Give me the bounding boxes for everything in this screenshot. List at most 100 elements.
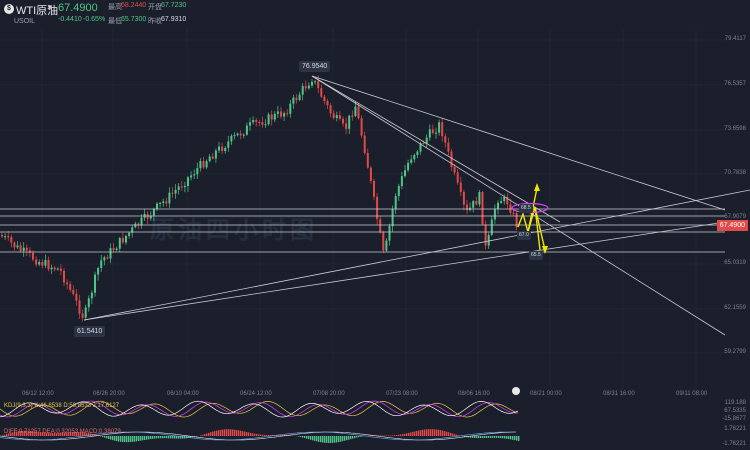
candle-body <box>326 101 329 106</box>
macd-bar <box>70 432 72 436</box>
candle-body <box>193 174 196 176</box>
macd-bar <box>248 432 250 436</box>
macd-bar <box>506 436 508 439</box>
candle-body <box>425 137 428 144</box>
macd-bar <box>230 429 232 436</box>
candle-body <box>202 161 205 168</box>
candle-body <box>125 235 127 243</box>
candle-body <box>348 115 351 129</box>
macd-bar <box>448 432 450 436</box>
macd-bar <box>288 435 290 436</box>
macd-bar <box>390 435 392 436</box>
macd-bar <box>324 436 326 443</box>
candle-body <box>475 201 478 205</box>
macd-bar <box>440 430 442 436</box>
macd-bar <box>250 432 252 436</box>
osc-axis-label: 119.188 <box>724 400 746 406</box>
candle-body <box>249 122 251 126</box>
symbol-name[interactable]: WTI原油 <box>16 5 59 17</box>
candle-body <box>441 122 444 137</box>
macd-bar <box>336 436 338 443</box>
macd-bar <box>62 432 64 436</box>
macd-bar <box>170 436 172 439</box>
macd-bar <box>238 430 240 436</box>
candle-body <box>428 129 431 138</box>
candle-body <box>276 111 279 114</box>
time-axis-label: 09/11 08:00 <box>676 391 708 397</box>
candle-body <box>165 201 168 204</box>
macd-bar <box>360 436 362 437</box>
candle-body <box>149 215 152 219</box>
trendline <box>311 75 726 336</box>
price-axis-label: 62.1559 <box>724 305 746 311</box>
candle-body <box>59 268 62 271</box>
macd-bar <box>194 436 196 437</box>
candle-body <box>472 201 475 208</box>
macd-bar <box>268 435 270 436</box>
chevron-down-icon[interactable]: ▼ <box>46 3 54 12</box>
candle-body <box>84 307 87 318</box>
candle-body <box>245 125 248 135</box>
macd-bar <box>82 432 84 436</box>
macd-bar <box>326 436 328 443</box>
time-axis-label: 08/31 16:00 <box>603 391 635 397</box>
candle-body <box>503 196 506 202</box>
candle-body <box>121 238 124 243</box>
candle-body <box>264 124 267 126</box>
macd-bar <box>428 429 430 436</box>
macd-bar <box>174 436 176 439</box>
macd-bar <box>118 436 120 442</box>
macd-bar <box>218 430 220 436</box>
candle-body <box>16 245 19 248</box>
candle-body <box>307 85 310 89</box>
price-axis-label: 59.2799 <box>724 349 746 355</box>
quote-header: $ WTI原油 ▼ 67.4900 -0.4410 -0.65% USOIL 最… <box>0 0 260 30</box>
candle-body <box>78 300 81 314</box>
macd-bar <box>84 432 86 436</box>
candle-body <box>462 191 465 205</box>
symbol-icon: $ <box>4 4 14 14</box>
macd-bar <box>452 433 454 436</box>
macd-bar <box>78 431 80 436</box>
price-axis-label: 65.0319 <box>724 260 746 266</box>
candle-body <box>487 234 490 246</box>
candle-body <box>286 113 289 115</box>
candle-body <box>131 227 134 233</box>
macd-bar <box>14 431 16 436</box>
macd-bar <box>32 431 34 436</box>
macd-bar <box>54 433 56 436</box>
candle-body <box>106 257 109 259</box>
macd-bar <box>486 436 488 438</box>
macd-bar <box>16 431 18 436</box>
mark-upper: 68.5 <box>519 204 533 213</box>
candle-body <box>230 135 233 142</box>
candle-body <box>183 185 186 188</box>
macd-bar <box>42 432 44 436</box>
macd-bar <box>290 435 292 436</box>
macd-bar <box>438 429 440 436</box>
macd-bar <box>146 436 148 440</box>
macd-bar <box>88 432 90 436</box>
candle-body <box>397 186 400 196</box>
macd-bar <box>402 434 404 436</box>
macd-bar <box>56 433 58 436</box>
arrow-head <box>534 183 540 191</box>
macd-bar <box>306 436 308 439</box>
peak-label: 76.9540 <box>299 61 331 72</box>
macd-bar <box>332 436 334 443</box>
candle-body <box>180 186 183 188</box>
macd-bar <box>8 433 10 436</box>
candle-body <box>394 195 397 210</box>
candle-body <box>360 118 363 136</box>
candle-body <box>338 115 341 119</box>
macd-bar <box>434 429 436 436</box>
macd-bar <box>444 431 446 436</box>
macd-bar <box>152 436 154 439</box>
mark-mid: 67.0 <box>517 231 531 240</box>
candle-body <box>493 208 496 220</box>
candle-body <box>413 155 416 160</box>
oscillator-line <box>0 400 519 418</box>
candle-body <box>137 223 140 226</box>
price-axis-label: 70.7838 <box>724 170 746 176</box>
